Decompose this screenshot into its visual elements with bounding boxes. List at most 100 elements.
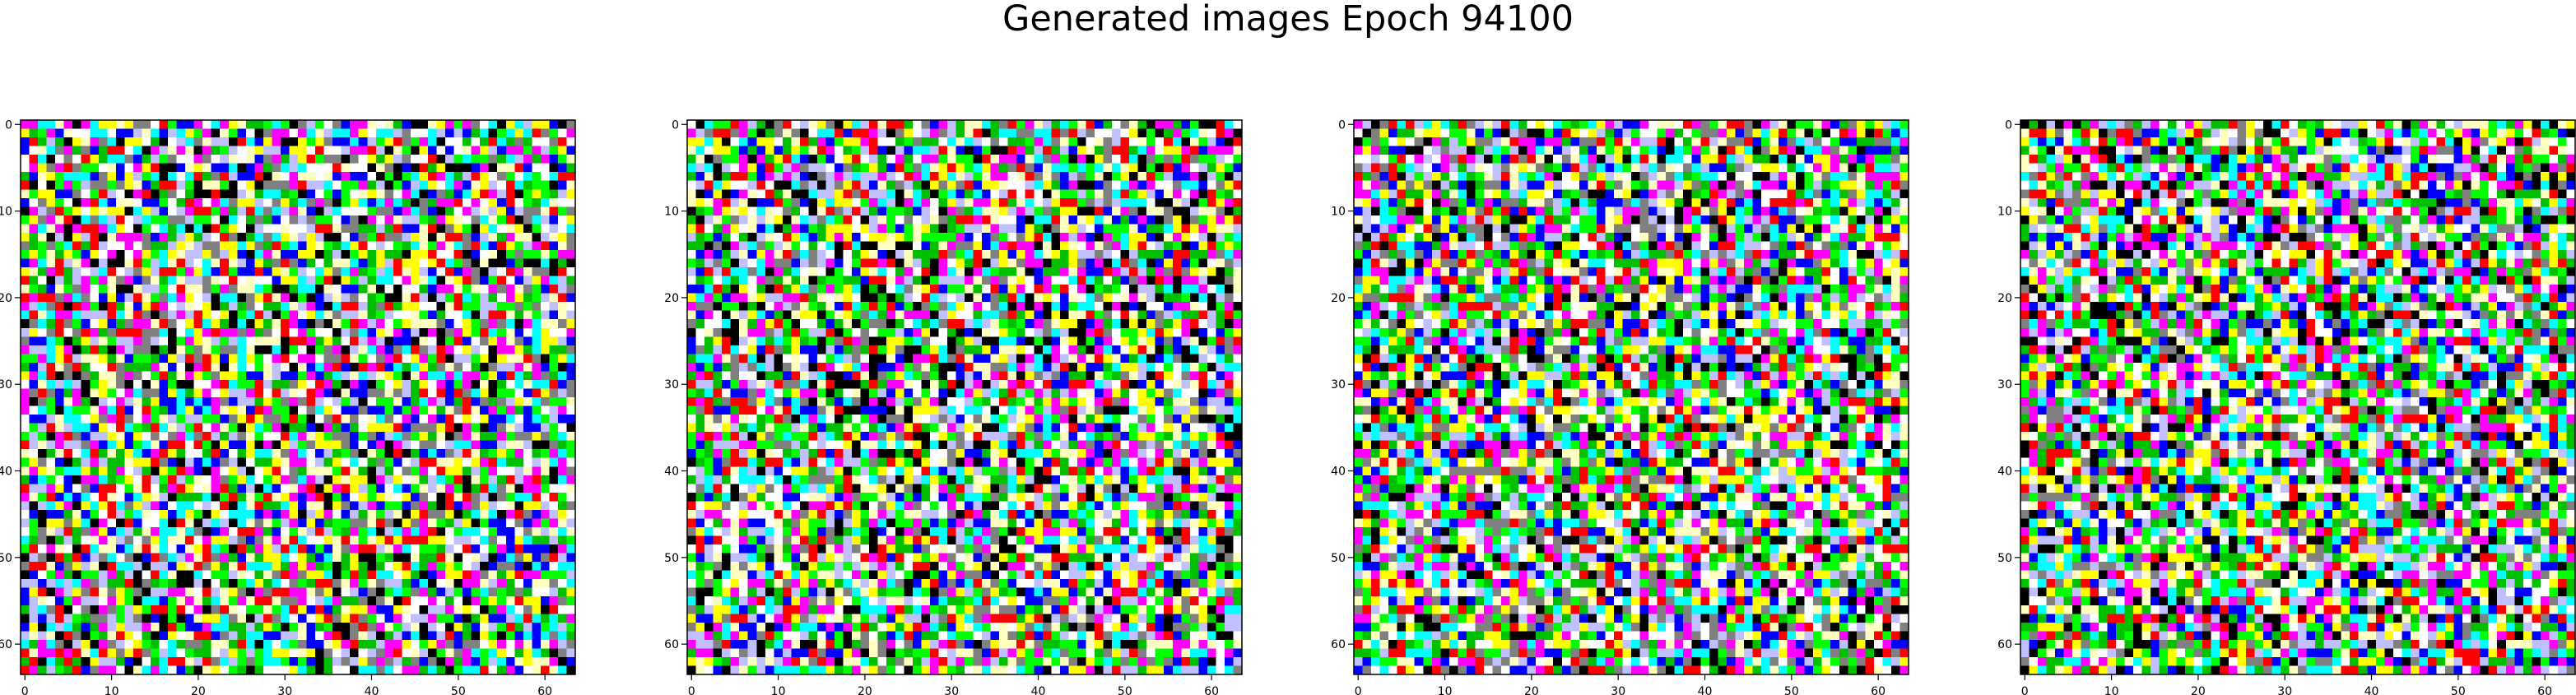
- image-pixel: [30, 371, 39, 380]
- image-pixel: [116, 311, 125, 320]
- image-pixel: [99, 181, 108, 190]
- image-pixel: [151, 181, 160, 190]
- image-pixel: [289, 432, 298, 441]
- image-pixel: [81, 441, 91, 450]
- image-pixel: [185, 406, 194, 415]
- image-pixel: [532, 215, 541, 225]
- image-pixel: [185, 302, 194, 311]
- image-pixel: [411, 181, 420, 190]
- image-pixel: [229, 432, 238, 441]
- image-pixel: [21, 224, 30, 233]
- image-pixel: [142, 371, 151, 380]
- image-pixel: [99, 406, 108, 415]
- image-pixel: [47, 388, 56, 397]
- image-pixel: [350, 432, 359, 441]
- image-pixel: [142, 164, 151, 173]
- image-pixel: [393, 250, 402, 259]
- image-pixel: [506, 241, 515, 250]
- image-pixel: [246, 241, 255, 250]
- image-pixel: [185, 233, 194, 242]
- image-pixel: [107, 294, 116, 303]
- image-pixel: [220, 294, 229, 303]
- image-pixel: [281, 302, 290, 311]
- image-pixel: [160, 129, 169, 138]
- image-pixel: [212, 215, 221, 225]
- image-pixel: [384, 181, 393, 190]
- image-pixel: [194, 432, 203, 441]
- image-pixel: [64, 336, 73, 345]
- image-pixel: [315, 302, 324, 311]
- image-pixel: [124, 432, 133, 441]
- image-pixel: [419, 259, 428, 268]
- image-pixel: [445, 181, 454, 190]
- image-pixel: [463, 259, 472, 268]
- image-pixel: [342, 172, 351, 181]
- image-pixel: [237, 354, 246, 363]
- image-pixel: [359, 424, 368, 433]
- image-pixel: [81, 458, 91, 467]
- image-pixel: [30, 241, 39, 250]
- image-pixel: [212, 172, 221, 181]
- image-pixel: [246, 345, 255, 354]
- image-pixel: [81, 319, 91, 328]
- image-pixel: [289, 172, 298, 181]
- image-pixel: [72, 415, 81, 424]
- image-pixel: [246, 432, 255, 441]
- image-pixel: [55, 432, 64, 441]
- image-pixel: [116, 146, 125, 155]
- image-pixel: [281, 466, 290, 475]
- image-pixel: [47, 224, 56, 233]
- image-pixel: [142, 285, 151, 294]
- image-pixel: [350, 345, 359, 354]
- image-pixel: [72, 250, 81, 259]
- image-pixel: [81, 466, 91, 475]
- image-pixel: [506, 458, 515, 467]
- image-pixel: [350, 267, 359, 276]
- image-pixel: [489, 406, 498, 415]
- image-pixel: [64, 354, 73, 363]
- image-pixel: [30, 250, 39, 259]
- image-pixel: [506, 449, 515, 458]
- image-pixel: [541, 198, 550, 207]
- image-pixel: [246, 328, 255, 337]
- image-pixel: [237, 345, 246, 354]
- image-pixel: [289, 155, 298, 164]
- image-pixel: [566, 328, 575, 337]
- image-pixel: [445, 250, 454, 259]
- image-pixel: [411, 397, 420, 406]
- image-pixel: [168, 415, 177, 424]
- image-pixel: [514, 146, 523, 155]
- image-pixel: [549, 137, 558, 146]
- image-pixel: [281, 458, 290, 467]
- image-pixel: [64, 380, 73, 389]
- image-pixel: [151, 164, 160, 173]
- image-pixel: [55, 294, 64, 303]
- image-pixel: [315, 406, 324, 415]
- image-pixel: [107, 224, 116, 233]
- image-pixel: [246, 336, 255, 345]
- image-pixel: [489, 233, 498, 242]
- image-pixel: [298, 345, 307, 354]
- image-pixel: [315, 189, 324, 198]
- image-pixel: [142, 206, 151, 215]
- image-pixel: [107, 146, 116, 155]
- image-pixel: [151, 397, 160, 406]
- image-pixel: [202, 458, 212, 467]
- image-pixel: [315, 345, 324, 354]
- image-pixel: [202, 189, 212, 198]
- image-pixel: [402, 336, 411, 345]
- image-pixel: [384, 146, 393, 155]
- image-pixel: [506, 146, 515, 155]
- image-pixel: [454, 458, 463, 467]
- image-pixel: [160, 164, 169, 173]
- image-pixel: [454, 415, 463, 424]
- image-pixel: [428, 129, 437, 138]
- image-pixel: [55, 250, 64, 259]
- image-pixel: [532, 415, 541, 424]
- image-pixel: [202, 267, 212, 276]
- image-pixel: [229, 336, 238, 345]
- image-pixel: [315, 354, 324, 363]
- image-pixel: [116, 206, 125, 215]
- image-pixel: [30, 181, 39, 190]
- image-pixel: [160, 466, 169, 475]
